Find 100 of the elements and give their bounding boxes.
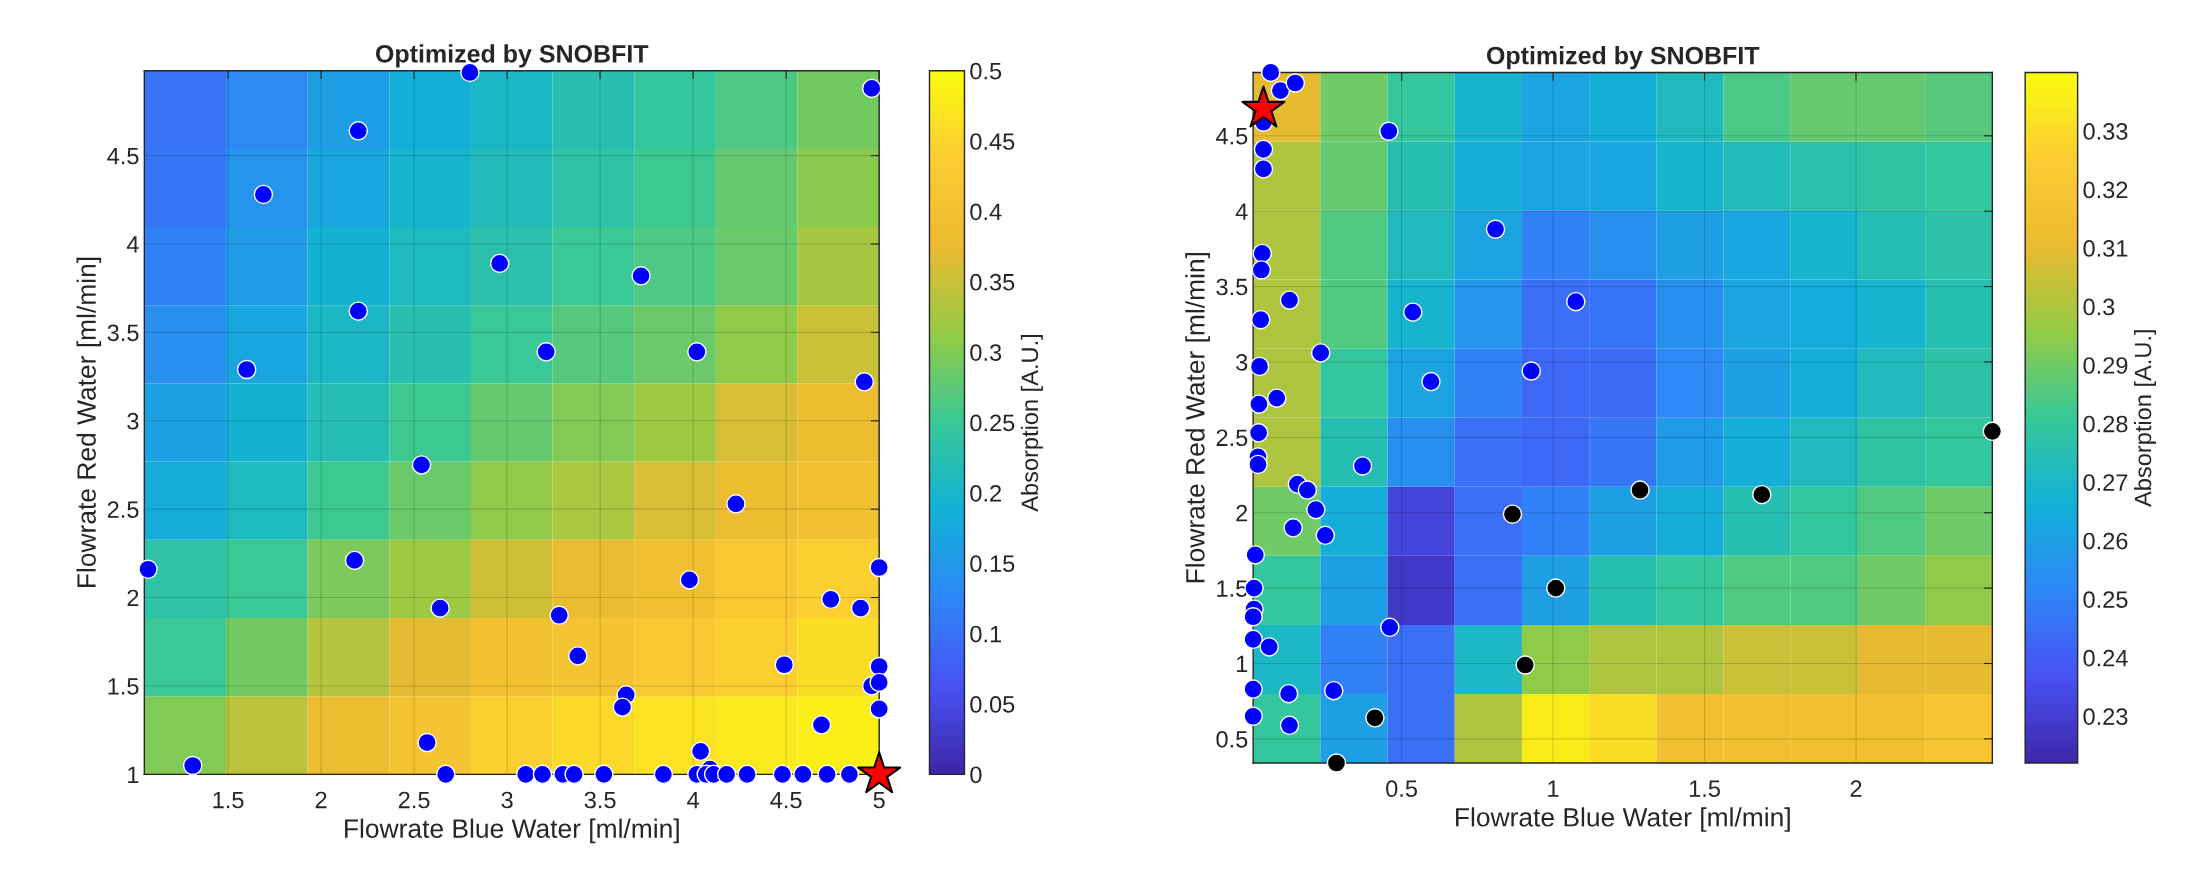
- color-bar-label: 0.45: [970, 133, 1015, 150]
- point: [182, 755, 203, 776]
- point: [236, 359, 257, 380]
- y-tick-label: 2: [127, 589, 139, 607]
- point: [1243, 706, 1263, 727]
- color-bar-label: 0.32: [2083, 181, 2128, 199]
- point: [1278, 683, 1299, 704]
- point: [653, 764, 674, 785]
- color-bar-label: 0.27: [2083, 474, 2128, 491]
- y-tick-label: 1: [128, 766, 139, 783]
- x-tick-label: 4: [687, 791, 700, 809]
- y-tick-label: 1.5: [108, 678, 139, 695]
- point: [1249, 356, 1270, 377]
- color-bar-label: 0.2: [970, 484, 1001, 502]
- point: [869, 699, 889, 719]
- point: [344, 550, 365, 571]
- point: [1326, 753, 1347, 773]
- point: [1243, 679, 1263, 699]
- point: [821, 589, 841, 610]
- point: [1752, 484, 1772, 505]
- x-tick-label: 1: [1548, 780, 1559, 797]
- color-bar-label: 0.3: [970, 344, 1002, 361]
- point: [430, 598, 450, 618]
- point: [1245, 545, 1266, 565]
- point: [1380, 617, 1400, 638]
- point: [489, 253, 510, 274]
- color-bar-label: 0.31: [2083, 240, 2128, 257]
- y-tick-label: 3.5: [1216, 278, 1248, 296]
- x-tick-label: 4.5: [770, 791, 802, 809]
- point: [1502, 504, 1523, 524]
- point: [811, 715, 832, 735]
- x-tick-label: 0.5: [1386, 780, 1418, 798]
- point: [1297, 480, 1318, 500]
- point: [774, 654, 795, 675]
- point: [1515, 655, 1535, 675]
- color-bar-label: 0.1: [970, 625, 1001, 643]
- y-tick-label: 0.5: [1216, 730, 1248, 748]
- y-tick-label: 2.5: [107, 501, 139, 518]
- y-tick-label: 3.5: [107, 324, 139, 342]
- point: [1252, 243, 1272, 264]
- point: [690, 741, 711, 762]
- point: [716, 764, 737, 785]
- point: [411, 455, 432, 475]
- x-tick-label: 3.5: [584, 791, 616, 809]
- point: [348, 121, 369, 141]
- point: [515, 764, 536, 785]
- point: [772, 764, 793, 785]
- point: [679, 570, 700, 590]
- point: [1365, 708, 1385, 728]
- point: [1982, 421, 2003, 442]
- y-tick-label: 2: [1236, 504, 1248, 522]
- point: [1379, 121, 1399, 142]
- point: [1285, 73, 1306, 93]
- point: [1250, 309, 1271, 330]
- point: [564, 764, 584, 785]
- color-bar-label: 0.05: [970, 696, 1015, 713]
- point: [726, 494, 746, 514]
- point: [549, 605, 569, 625]
- x-tick-label: 1.5: [1689, 780, 1720, 798]
- point: [817, 764, 837, 785]
- y-tick-label: 2.5: [1216, 429, 1248, 447]
- point: [568, 646, 588, 666]
- point: [435, 764, 456, 785]
- color-bar-title: Absorption [A.U.]: [2134, 330, 2157, 507]
- color-bar-label: 0.4: [970, 203, 1002, 221]
- point: [594, 764, 614, 785]
- chart-title: Optimized by SNOBFIT: [1486, 46, 1760, 70]
- point: [1485, 219, 1506, 240]
- color-bar-title: Absorption [A.U.]: [1020, 334, 1043, 512]
- point: [536, 342, 556, 362]
- point: [1306, 499, 1326, 520]
- point: [869, 672, 889, 693]
- y-axis-title: Flowrate Red Water [ml/min]: [1185, 252, 1210, 583]
- point: [1260, 62, 1281, 83]
- x-tick-label: 3: [501, 791, 513, 809]
- x-axis-title: Flowrate Blue Water [ml/min]: [1456, 807, 1790, 832]
- point: [1270, 80, 1291, 101]
- point: [1248, 423, 1269, 443]
- y-tick-label: 4.5: [107, 147, 139, 165]
- color-bar-label: 0.25: [2083, 591, 2128, 608]
- point: [869, 656, 889, 677]
- point: [687, 342, 707, 362]
- color-bar-label: 0.25: [970, 414, 1015, 432]
- point: [1243, 629, 1263, 650]
- y-tick-label: 3: [1236, 354, 1248, 371]
- x-tick-label: 5: [873, 791, 885, 809]
- point: [1248, 454, 1268, 475]
- x-axis-title: Flowrate Blue Water [ml/min]: [345, 818, 679, 844]
- point: [1566, 291, 1586, 312]
- color-bar-label: 0.28: [2083, 415, 2128, 433]
- point: [1259, 637, 1279, 657]
- point: [839, 764, 860, 785]
- color-bar-label: 0.35: [970, 273, 1015, 291]
- point: [1267, 388, 1287, 408]
- color-bar-label: 0.33: [2083, 123, 2128, 140]
- point: [1352, 456, 1373, 476]
- point: [861, 78, 882, 99]
- color-bar-label: 0.15: [970, 555, 1015, 573]
- color-bar-label: 0.23: [2083, 708, 2128, 725]
- color-bar-label: 0.26: [2083, 532, 2128, 550]
